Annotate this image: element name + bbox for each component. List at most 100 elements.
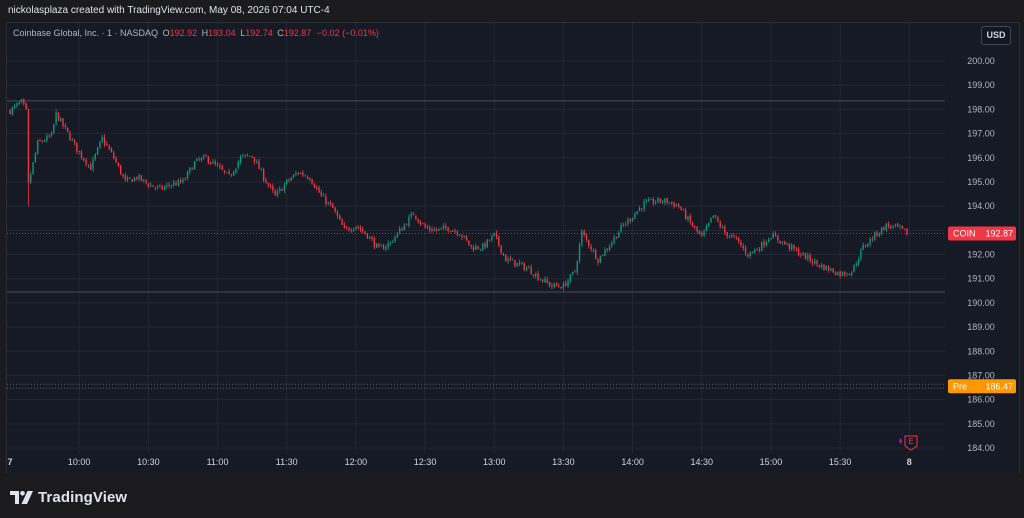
candle-body [774, 233, 777, 237]
currency-button[interactable]: USD [981, 26, 1011, 45]
candle-body [226, 172, 228, 173]
coin-tag-value: 192.87 [985, 228, 1013, 238]
candle-body [364, 231, 366, 234]
candle-body [36, 140, 39, 154]
candle-body [668, 202, 671, 204]
candle-body [417, 219, 419, 222]
candle-body [18, 102, 20, 105]
candle-body [249, 155, 251, 157]
candle-body [106, 143, 108, 146]
candle-body [869, 238, 871, 245]
candle-body [378, 243, 380, 247]
candle-body [894, 224, 897, 226]
candle-body [405, 224, 408, 226]
close-value: 192.87 [283, 28, 312, 38]
candle-body [535, 273, 537, 277]
candle-body [571, 272, 574, 275]
candle-body [348, 228, 350, 231]
candle-body [574, 271, 576, 273]
candle-body [274, 190, 276, 196]
tradingview-brand[interactable]: TradingView [10, 489, 127, 506]
candle-body [339, 215, 341, 220]
candle-body [721, 227, 724, 229]
candle-body [239, 156, 242, 162]
x-tick-label: 10:00 [68, 457, 91, 467]
candle-body [463, 235, 465, 238]
candle-body [804, 252, 807, 260]
earnings-label: E [908, 437, 913, 446]
candle-body [846, 274, 848, 276]
candle-body [705, 226, 708, 231]
y-tick-label: 187.00 [967, 370, 995, 380]
candle-body [761, 241, 763, 251]
candle-body [177, 180, 180, 185]
candle-body [50, 133, 53, 137]
candle-body [415, 215, 417, 219]
candle-body [797, 248, 800, 256]
candle-body [262, 169, 265, 181]
candle-body [468, 240, 470, 246]
candle-body [899, 226, 901, 227]
candle-body [461, 234, 463, 238]
candle-body [567, 280, 569, 287]
candle-body [511, 259, 514, 261]
candle-body [518, 262, 521, 264]
candle-body [880, 227, 883, 234]
candle-body [777, 236, 779, 241]
candle-body [525, 267, 528, 270]
footer: TradingView [0, 473, 1024, 518]
candle-body [55, 112, 57, 124]
candle-body [756, 249, 758, 251]
candle-body [258, 160, 260, 170]
candle-body [41, 141, 43, 143]
candle-body [507, 258, 509, 262]
candle-body [438, 228, 440, 231]
candle-body [532, 274, 535, 277]
candle-body [385, 246, 387, 250]
candle-body [186, 171, 189, 179]
candle-body [779, 240, 781, 244]
candle-body [638, 208, 641, 211]
candle-body [343, 224, 346, 228]
candle-body [509, 258, 512, 261]
candle-body [108, 145, 110, 150]
candle-body [237, 161, 239, 169]
candle-body [228, 171, 230, 175]
candle-body [92, 159, 94, 170]
candle-body [820, 264, 823, 268]
candle-body [454, 230, 456, 232]
candle-body [618, 232, 620, 238]
candle-body [832, 268, 834, 273]
candle-body [749, 251, 751, 257]
candle-body [827, 266, 830, 271]
candle-body [362, 229, 364, 232]
candle-body [449, 231, 452, 232]
candle-body [375, 243, 378, 248]
candle-body [604, 249, 606, 256]
candle-body [811, 261, 814, 264]
candle-body [800, 254, 802, 256]
candle-body [493, 232, 495, 236]
candle-body [634, 213, 636, 219]
candle-body [304, 175, 306, 177]
x-tick-label: 14:00 [621, 457, 644, 467]
candle-body [60, 118, 62, 122]
candle-body [216, 164, 219, 166]
candle-body [742, 245, 744, 249]
candle-body [615, 236, 618, 239]
candle-body [119, 165, 122, 175]
candle-body [613, 236, 615, 243]
price-chart[interactable]: 200.00 199.00 198.00 197.00 196.00 195.00 194.… [7, 23, 1019, 473]
candle-body [76, 142, 78, 152]
candle-body [883, 227, 885, 231]
candle-body [196, 158, 198, 161]
candle-body [32, 162, 34, 175]
chart-panel[interactable]: 200.00 199.00 198.00 197.00 196.00 195.00 194.… [6, 22, 1020, 474]
candle-body [156, 186, 159, 188]
x-tick-label: 12:30 [414, 457, 437, 467]
candle-body [168, 184, 170, 186]
candle-body [696, 226, 698, 232]
candle-body [726, 232, 728, 237]
candle-body [325, 195, 327, 204]
candle-body [814, 260, 816, 264]
